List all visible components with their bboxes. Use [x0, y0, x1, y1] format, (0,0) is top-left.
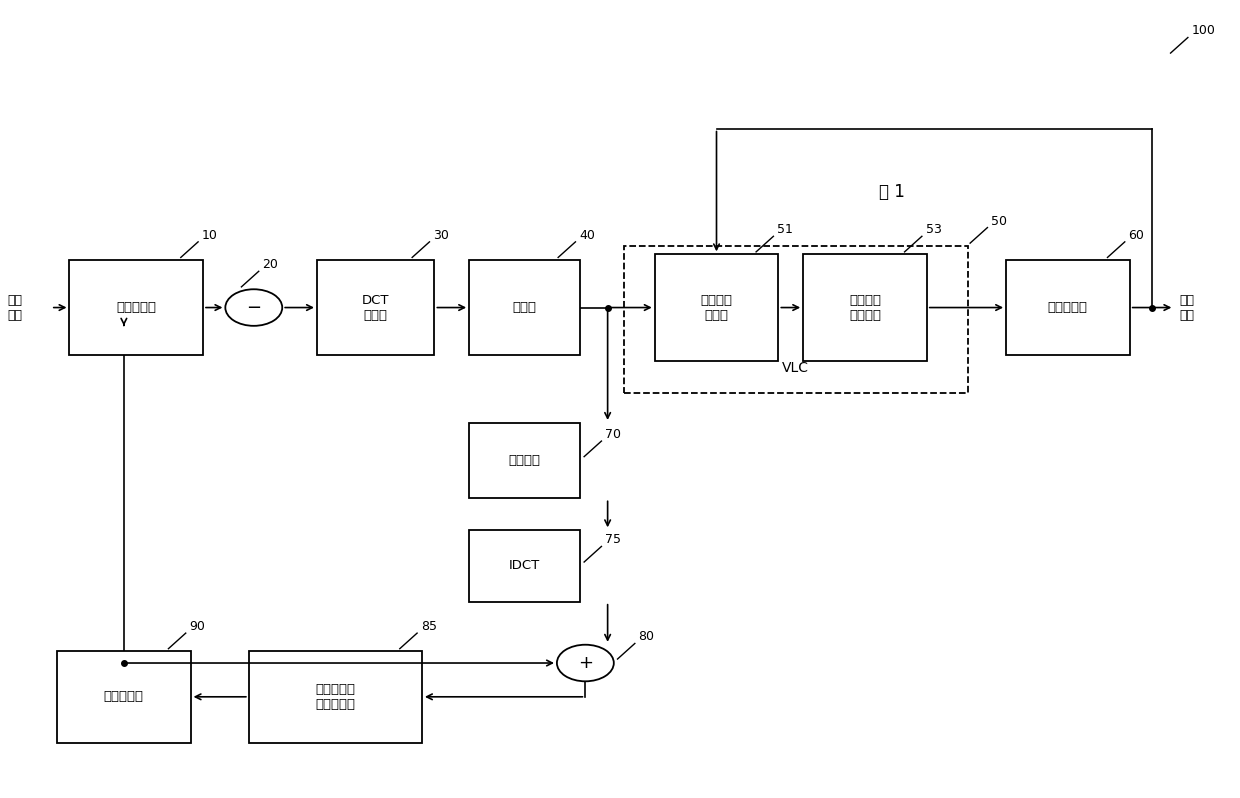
Bar [249, 651, 422, 742]
Text: IDCT: IDCT [510, 559, 541, 572]
Text: 60: 60 [1128, 229, 1145, 242]
Text: 80: 80 [639, 630, 655, 643]
Text: 10: 10 [202, 229, 218, 242]
Text: 100: 100 [1192, 25, 1215, 38]
Text: 量化器: 量化器 [512, 301, 537, 314]
Text: 51: 51 [777, 223, 794, 236]
Bar [469, 423, 580, 499]
Text: 85: 85 [420, 620, 436, 633]
Text: +: + [578, 654, 593, 672]
Text: 40: 40 [579, 229, 595, 242]
Text: 50: 50 [991, 215, 1007, 227]
Text: 图 1: 图 1 [879, 184, 905, 201]
Text: 扫描方法
选择器: 扫描方法 选择器 [701, 294, 733, 322]
Bar [624, 246, 967, 393]
Text: 70: 70 [605, 428, 621, 441]
Bar [69, 260, 203, 355]
Text: 75: 75 [605, 533, 621, 547]
Bar [655, 255, 779, 361]
Bar [469, 260, 580, 355]
Text: 速率控制器: 速率控制器 [1048, 301, 1087, 314]
Text: 30: 30 [433, 229, 449, 242]
Circle shape [226, 289, 283, 326]
Text: 图像
信号: 图像 信号 [7, 294, 22, 322]
Bar [1006, 260, 1130, 355]
Text: 53: 53 [925, 223, 941, 236]
Bar [469, 530, 580, 602]
Circle shape [557, 645, 614, 681]
Text: 运动估算器: 运动估算器 [117, 301, 156, 314]
Bar [804, 255, 926, 361]
Text: 运动补偿器: 运动补偿器 [104, 690, 144, 703]
Text: 编码
数据: 编码 数据 [1179, 294, 1194, 322]
Text: 逆量化器: 逆量化器 [508, 454, 541, 467]
Bar [57, 651, 191, 742]
Text: 20: 20 [263, 259, 278, 271]
Text: VLC: VLC [782, 361, 810, 375]
Text: DCT
编码器: DCT 编码器 [362, 294, 389, 322]
Text: −: − [247, 298, 262, 317]
Text: 90: 90 [190, 620, 206, 633]
Text: 帧存储器或
重建缓冲器: 帧存储器或 重建缓冲器 [315, 683, 356, 711]
Text: 平均信息
量编码器: 平均信息 量编码器 [849, 294, 880, 322]
Bar [317, 260, 434, 355]
